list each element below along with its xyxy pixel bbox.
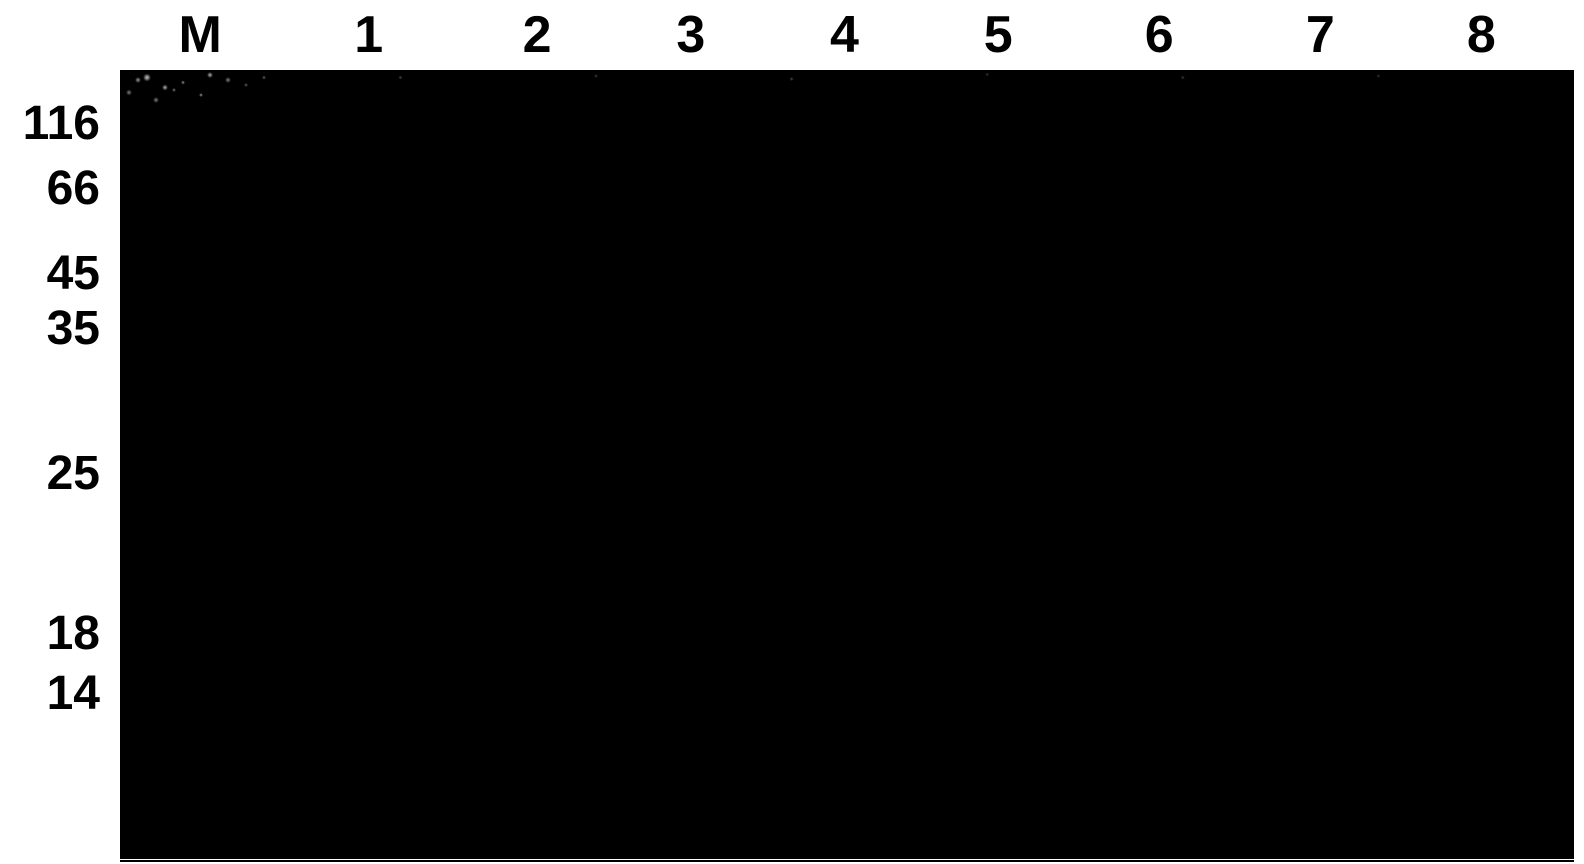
gel-image-area <box>120 70 1574 859</box>
lane-labels-row: M 1 2 3 4 5 6 7 8 <box>120 0 1584 70</box>
gel-bottom-border <box>120 860 1574 862</box>
mw-label-66: 66 <box>47 165 100 213</box>
lane-label-7: 7 <box>1306 5 1335 65</box>
lane-label-marker: M <box>179 5 222 65</box>
lane-label-1: 1 <box>354 5 383 65</box>
lane-label-2: 2 <box>523 5 552 65</box>
gel-noise-top-edge <box>270 70 1574 85</box>
molecular-weight-labels: 116 66 45 35 25 18 14 <box>0 70 120 860</box>
gel-figure: M 1 2 3 4 5 6 7 8 116 66 45 35 25 18 14 <box>0 0 1584 864</box>
mw-label-116: 116 <box>23 100 100 148</box>
lane-label-4: 4 <box>830 5 859 65</box>
lane-label-5: 5 <box>984 5 1013 65</box>
mw-label-18: 18 <box>47 610 100 658</box>
mw-label-25: 25 <box>47 450 100 498</box>
lane-label-6: 6 <box>1145 5 1174 65</box>
mw-label-35: 35 <box>47 305 100 353</box>
lane-label-8: 8 <box>1467 5 1496 65</box>
mw-label-14: 14 <box>47 670 100 718</box>
lane-label-3: 3 <box>676 5 705 65</box>
mw-label-45: 45 <box>47 250 100 298</box>
